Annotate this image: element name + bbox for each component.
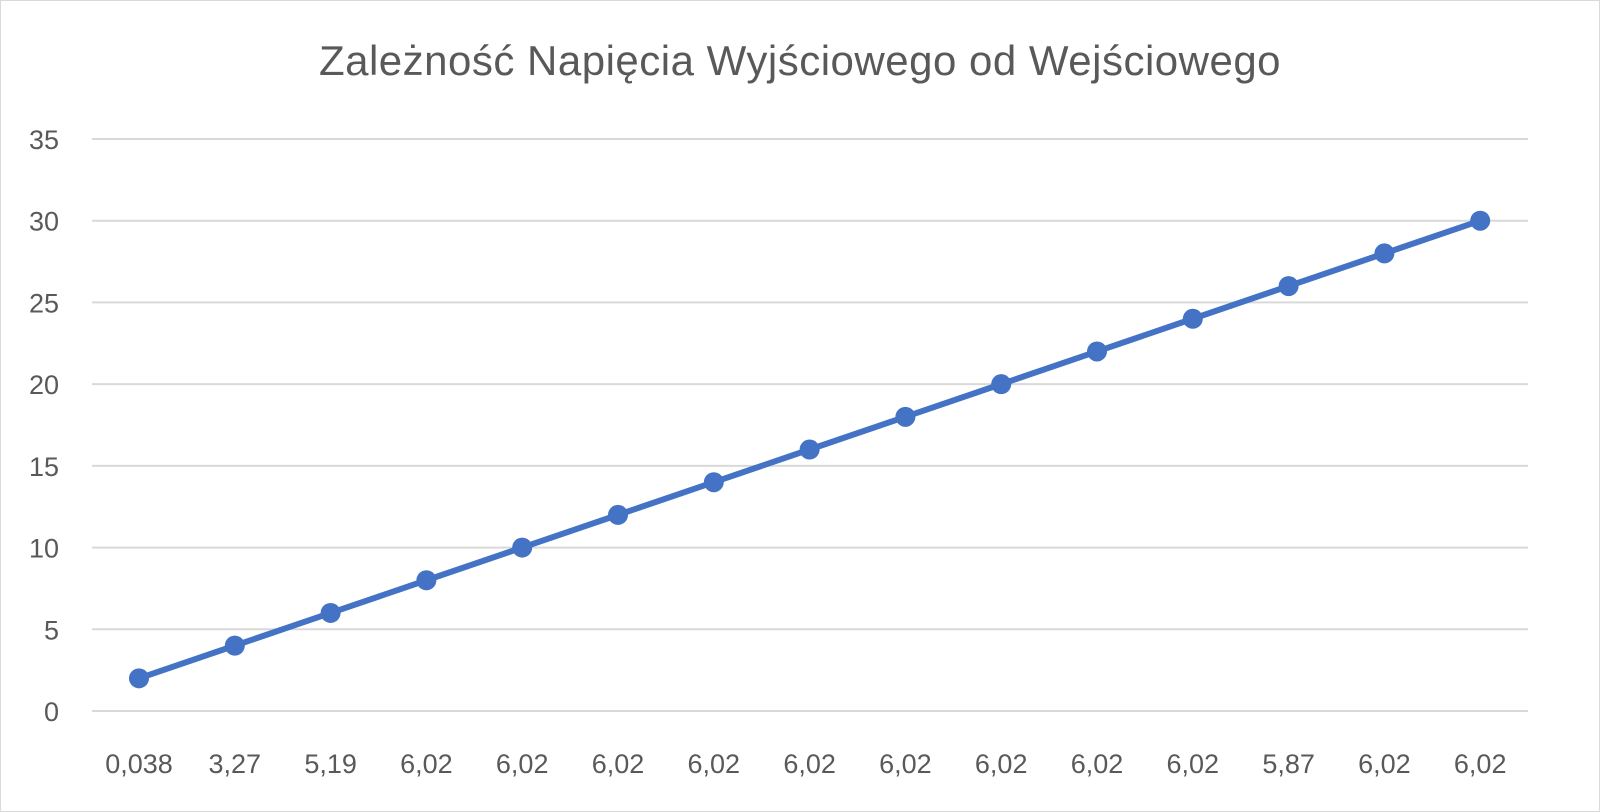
x-tick-label: 6,02 — [400, 749, 453, 779]
x-tick-label: 6,02 — [783, 749, 836, 779]
y-tick-label: 30 — [29, 207, 59, 237]
data-point-marker — [129, 668, 149, 689]
chart-title: Zależność Napięcia Wyjściowego od Wejści… — [318, 37, 1282, 84]
y-axis-tick-labels: 0 5 10 15 20 25 30 35 — [29, 125, 59, 727]
x-axis-tick-labels: 0,038 3,27 5,19 6,02 6,02 6,02 6,02 6,02 6,02 6,0… — [105, 749, 1506, 779]
x-tick-label: 6,02 — [879, 749, 932, 779]
y-tick-label: 25 — [29, 288, 59, 318]
x-tick-label: 6,02 — [592, 749, 645, 779]
x-tick-label: 6,02 — [1358, 749, 1411, 779]
x-tick-label: 5,19 — [304, 749, 357, 779]
data-point-marker — [416, 570, 437, 591]
x-tick-label: 6,02 — [975, 749, 1028, 779]
series — [129, 210, 1491, 689]
data-point-marker — [320, 602, 341, 623]
x-tick-label: 6,02 — [496, 749, 549, 779]
y-tick-label: 35 — [29, 125, 59, 155]
y-tick-label: 10 — [29, 534, 59, 564]
data-point-marker — [608, 504, 628, 525]
x-tick-label: 6,02 — [688, 749, 741, 779]
x-tick-label: 5,87 — [1262, 749, 1315, 779]
gridlines — [92, 138, 1528, 712]
x-tick-label: 0,038 — [105, 749, 173, 779]
x-tick-label: 6,02 — [1071, 749, 1124, 779]
y-tick-label: 20 — [29, 370, 59, 400]
data-point-marker — [1278, 276, 1299, 297]
x-tick-label: 3,27 — [209, 749, 262, 779]
data-point-marker — [703, 472, 724, 493]
y-tick-label: 15 — [29, 452, 59, 482]
y-tick-label: 5 — [44, 615, 59, 645]
y-tick-label: 0 — [44, 697, 59, 727]
data-point-marker — [895, 406, 916, 427]
data-point-marker — [799, 439, 820, 460]
x-tick-label: 6,02 — [1454, 749, 1507, 779]
data-point-marker — [1374, 243, 1395, 264]
x-tick-label: 6,02 — [1167, 749, 1220, 779]
data-point-marker — [224, 635, 245, 656]
data-point-marker — [1182, 308, 1203, 329]
data-point-marker — [1087, 341, 1107, 362]
data-point-marker — [1470, 210, 1491, 231]
data-point-marker — [512, 537, 533, 558]
data-point-marker — [991, 374, 1012, 395]
